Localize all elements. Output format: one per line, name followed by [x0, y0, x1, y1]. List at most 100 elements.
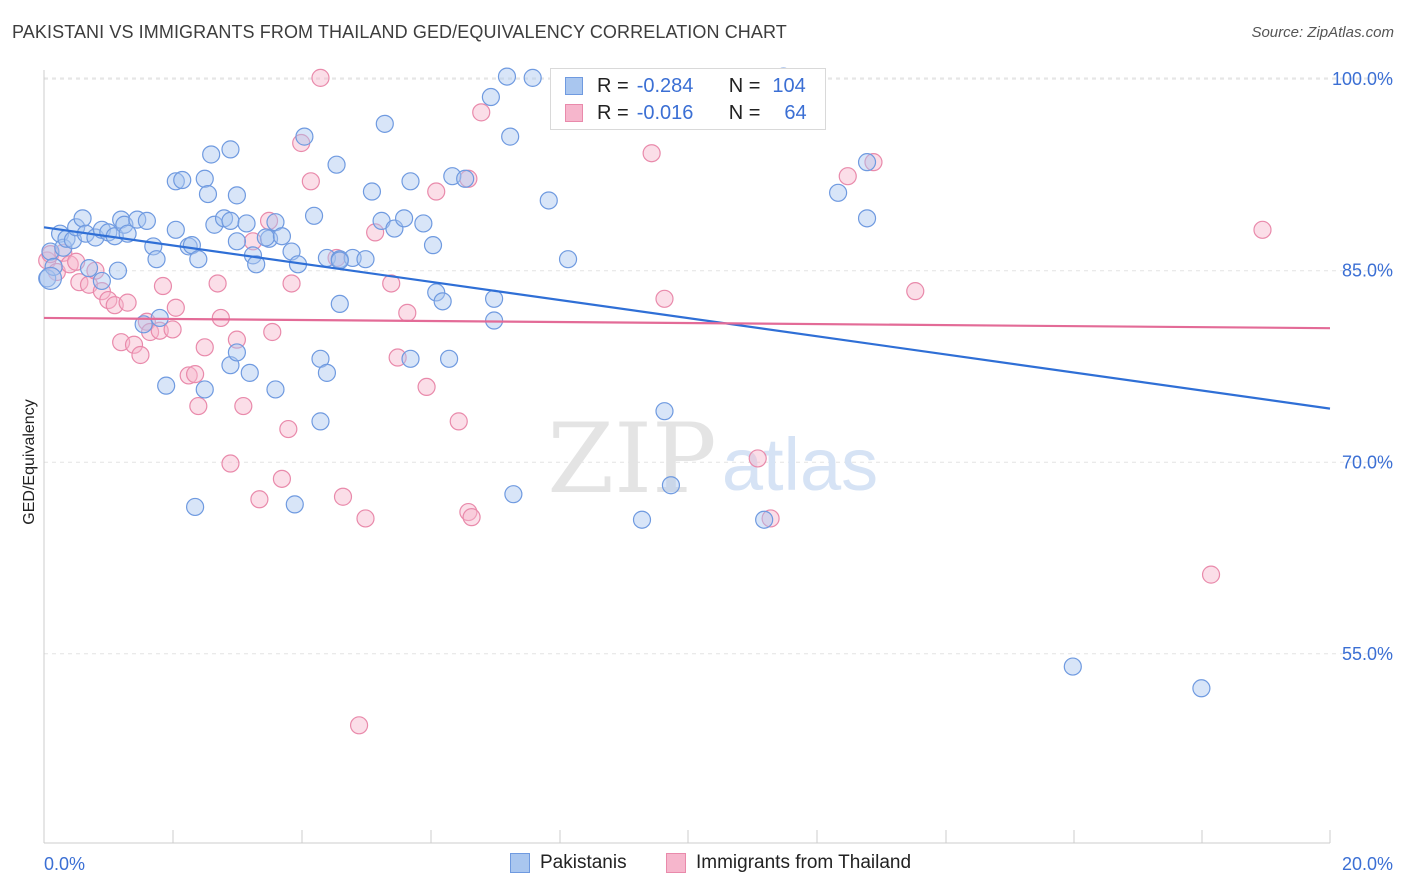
data-point	[92, 282, 111, 301]
data-point	[195, 169, 214, 188]
data-point	[163, 320, 182, 339]
data-point-cluster	[38, 266, 63, 290]
legend-row-pakistani: R = -0.284 N = 104	[565, 73, 806, 99]
data-point	[632, 510, 652, 529]
bottom-swatch-blue	[510, 853, 530, 873]
data-point	[166, 220, 185, 239]
data-point	[173, 170, 192, 190]
data-point	[311, 412, 330, 431]
data-point	[150, 321, 169, 340]
data-point	[272, 227, 292, 246]
data-point	[124, 335, 144, 354]
data-point	[266, 380, 285, 399]
stats-legend: R = -0.284 N = 104 R = -0.016 N = 64	[550, 68, 826, 130]
legend-swatch-blue	[565, 77, 583, 95]
data-point	[462, 508, 481, 527]
data-point	[330, 251, 349, 270]
data-point	[642, 144, 661, 163]
data-point	[282, 274, 301, 293]
data-point	[398, 303, 417, 322]
y-tick-label: 100.0%	[1332, 69, 1393, 89]
data-point	[208, 274, 227, 293]
data-point	[857, 209, 877, 228]
legend-r-label: R =	[597, 101, 629, 124]
axes-layer	[43, 70, 1331, 844]
data-point	[195, 380, 214, 399]
data-point	[227, 343, 246, 362]
data-point	[349, 716, 369, 735]
data-point	[186, 497, 205, 517]
y-tick-label: 85.0%	[1342, 261, 1393, 281]
trend-line-thailand	[43, 316, 1331, 330]
legend-r-label: R =	[597, 74, 629, 97]
legend-r-value: -0.284	[636, 74, 694, 97]
data-point	[227, 330, 246, 349]
data-point	[327, 155, 346, 174]
legend-n-value: 64	[784, 101, 807, 124]
data-point	[1253, 220, 1272, 239]
data-point	[1063, 657, 1082, 676]
legend-n-label: N =	[728, 101, 761, 124]
source-label: Source: ZipAtlas.com	[1251, 24, 1394, 41]
data-point	[92, 271, 111, 291]
data-point	[661, 476, 681, 495]
pakistani-points	[38, 67, 1211, 698]
data-point	[128, 210, 147, 229]
data-point	[388, 348, 407, 367]
bottom-legend-thailand: Immigrants from Thailand	[666, 852, 911, 874]
data-point	[195, 338, 214, 357]
data-point	[250, 490, 269, 509]
data-point	[317, 363, 337, 382]
data-point	[179, 366, 198, 385]
data-point	[755, 510, 774, 529]
data-point	[227, 232, 246, 251]
data-point	[285, 495, 304, 514]
x-tick-label-max: 20.0%	[1342, 854, 1393, 874]
data-point	[864, 153, 883, 172]
trend-lines	[43, 226, 1331, 410]
data-point	[311, 68, 330, 87]
data-point	[118, 293, 137, 312]
data-point	[906, 282, 925, 301]
data-point	[417, 377, 436, 397]
data-point	[857, 153, 877, 172]
watermark-atlas: atlas	[722, 423, 878, 506]
data-point	[54, 243, 73, 262]
legend-r-value: -0.016	[636, 101, 694, 124]
data-point	[427, 283, 446, 302]
data-point	[221, 454, 240, 473]
x-tick-label-min: 0.0%	[44, 854, 85, 874]
y-tick-label: 55.0%	[1342, 644, 1393, 664]
data-point	[1201, 565, 1221, 584]
data-point	[131, 345, 150, 365]
data-point	[221, 140, 240, 159]
data-point	[189, 250, 208, 269]
data-point	[356, 250, 375, 269]
data-point	[423, 236, 443, 255]
data-point	[433, 292, 452, 311]
thailand-points	[38, 68, 1272, 735]
data-point	[211, 308, 230, 328]
data-point	[73, 209, 92, 228]
data-point	[166, 298, 185, 317]
data-point	[79, 259, 99, 278]
data-point	[439, 349, 459, 368]
bottom-legend-label-thailand: Immigrants from Thailand	[696, 852, 912, 873]
data-point	[186, 365, 205, 384]
data-point	[198, 184, 218, 204]
data-point	[221, 211, 240, 230]
data-point	[501, 127, 520, 146]
data-point	[539, 191, 558, 210]
data-point	[523, 68, 542, 87]
watermark: ZIP atlas	[547, 403, 878, 515]
data-point	[497, 67, 517, 86]
data-point	[655, 402, 674, 421]
data-point	[330, 294, 349, 314]
data-point	[108, 261, 128, 280]
data-point	[748, 449, 767, 468]
data-point	[240, 363, 259, 382]
data-point	[558, 250, 578, 269]
legend-row-thailand: R = -0.016 N = 64	[565, 100, 807, 126]
data-point	[456, 169, 475, 188]
data-point	[362, 182, 382, 201]
